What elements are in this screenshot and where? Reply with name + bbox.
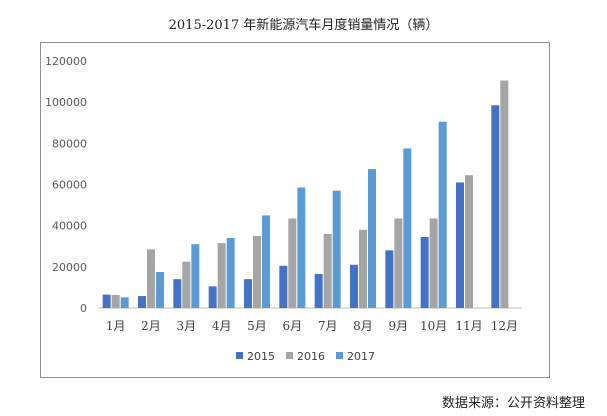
bar-2016-9: [394, 218, 403, 308]
bar-2017-5: [262, 215, 270, 308]
bar-2015-2: [138, 296, 146, 308]
y-tick-label: 40000: [52, 220, 87, 233]
x-tick-label: 11月: [455, 319, 482, 333]
x-tick-label: 5月: [247, 319, 267, 333]
legend-label-2016: 2016: [297, 350, 325, 363]
legend-label-2017: 2017: [347, 350, 375, 363]
y-tick-label: 20000: [52, 261, 87, 274]
x-tick-label: 8月: [353, 319, 373, 333]
bar-2017-6: [297, 187, 306, 308]
x-tick-label: 7月: [318, 319, 338, 333]
chart-frame: [40, 42, 550, 378]
bar-2017-1: [120, 297, 129, 308]
bar-2017-2: [156, 271, 164, 308]
bar-2017-10: [438, 121, 447, 309]
bar-2016-1: [111, 295, 120, 308]
bar-2016-6: [288, 218, 297, 308]
bar-2017-7: [332, 190, 341, 308]
x-tick-label: 3月: [177, 319, 197, 333]
bar-2015-6: [279, 265, 288, 308]
bar-2015-3: [173, 279, 182, 308]
x-tick-label: 6月: [283, 319, 303, 333]
y-tick-label: 120000: [45, 55, 87, 68]
x-tick-label: 12月: [491, 319, 518, 333]
bar-2016-3: [182, 261, 191, 308]
bar-2016-4: [217, 243, 226, 308]
bar-2016-5: [253, 235, 261, 308]
x-tick-label: 4月: [212, 319, 232, 333]
bar-2017-3: [191, 244, 200, 308]
y-tick-label: 0: [80, 302, 87, 315]
legend-swatch-2016: [286, 352, 293, 359]
x-tick-label: 2月: [141, 319, 161, 333]
bar-2016-2: [147, 249, 155, 308]
chart-title: 2015-2017 年新能源汽车月度销量情况（辆）: [168, 18, 439, 33]
bar-2015-4: [208, 286, 217, 308]
bar-2015-12: [491, 105, 500, 308]
bar-2016-12: [500, 80, 509, 308]
source-note: 数据来源：公开资料整理: [441, 396, 585, 411]
bar-2015-9: [385, 250, 394, 308]
bar-2017-4: [226, 238, 235, 308]
bar-2015-7: [314, 274, 323, 308]
y-tick-label: 100000: [45, 96, 87, 109]
bar-2016-11: [465, 175, 473, 308]
bar-2017-9: [403, 148, 412, 308]
legend-swatch-2015: [236, 352, 243, 359]
bar-2015-8: [350, 264, 358, 308]
bar-2015-11: [456, 182, 464, 308]
bar-2015-10: [420, 236, 429, 308]
bar-2016-10: [429, 218, 438, 308]
bar-2017-8: [368, 169, 376, 308]
x-tick-label: 1月: [106, 319, 126, 333]
bar-2016-8: [359, 229, 367, 308]
x-tick-label: 9月: [389, 319, 409, 333]
bar-2015-1: [102, 294, 111, 308]
bar-2016-7: [323, 233, 332, 308]
x-tick-label: 10月: [420, 319, 447, 333]
legend-swatch-2017: [336, 352, 343, 359]
y-tick-label: 80000: [52, 137, 87, 150]
bar-2015-5: [244, 279, 252, 308]
legend-label-2015: 2015: [247, 350, 275, 363]
y-tick-label: 60000: [52, 179, 87, 192]
